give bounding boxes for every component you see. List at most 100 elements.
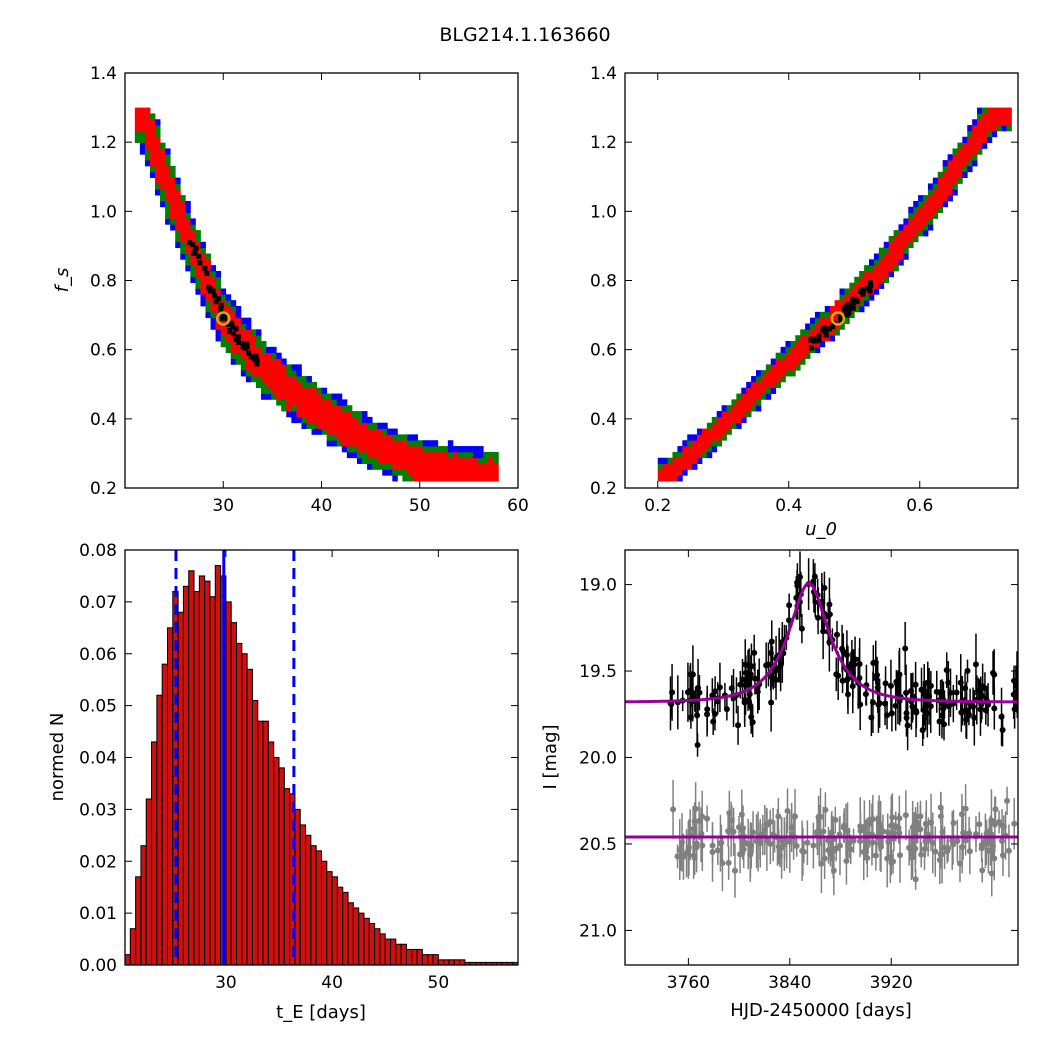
- tE-fs-cell: [463, 475, 469, 482]
- u0-fs-cell: [913, 230, 919, 237]
- tE-fs-cell: [240, 329, 247, 336]
- u0-fs-cell: [883, 259, 890, 266]
- tE-fs-cell: [160, 189, 166, 196]
- u0-fs-cell: [962, 171, 968, 179]
- tE-fs-best-cell: [204, 270, 210, 276]
- tE-fs-cell: [230, 306, 237, 313]
- tE-fs-cell: [225, 300, 232, 307]
- u0-fs-cell: [923, 218, 929, 225]
- tE-fs-cell: [149, 113, 156, 120]
- tE-fs-cell: [160, 183, 166, 190]
- tE-fs-cell: [382, 469, 388, 476]
- u0-fs-cell: [814, 311, 821, 319]
- u0-fs-cell: [795, 358, 801, 365]
- histogram-bar: [416, 948, 423, 966]
- u0-fs-cell: [888, 265, 894, 272]
- tE-fs-cell: [392, 434, 398, 441]
- tE-fs-cell: [149, 119, 156, 126]
- u0-fs-cell: [785, 370, 791, 377]
- tE-fs-ylabel: f_s: [52, 268, 73, 293]
- tE-fs-cell: [235, 346, 242, 354]
- tE-fs-cell: [306, 381, 312, 389]
- tE-fs-cell: [205, 311, 211, 319]
- light-curve-point: [804, 839, 811, 846]
- tE-fs-cell: [220, 288, 227, 295]
- tE-fs-cell: [276, 364, 282, 371]
- tE-fs-cell: [271, 358, 277, 365]
- u0-fs-cell: [873, 265, 880, 272]
- u0-fs-best-cell: [808, 337, 814, 343]
- tE-fs-cell: [432, 446, 439, 453]
- tE-fs-cell: [341, 440, 348, 447]
- light-curve-point: [999, 726, 1006, 733]
- tE-fs-cell: [185, 212, 191, 219]
- u0-fs-cell: [790, 364, 796, 371]
- tE-fs-cell: [134, 119, 141, 126]
- light-curve-point: [837, 842, 844, 849]
- light-curve-point: [963, 716, 970, 723]
- tE-fs-cell: [281, 376, 287, 383]
- u0-fs-cell: [800, 358, 806, 365]
- u0-fs-cell: [972, 136, 978, 143]
- tE-fs-cell: [215, 335, 222, 342]
- tE-fs-cell: [175, 195, 181, 202]
- u0-fs-cell: [947, 183, 953, 190]
- u0-fs-cell: [927, 218, 934, 225]
- u0-fs-cell: [780, 370, 786, 377]
- light-curve-point: [981, 685, 988, 692]
- u0-fs-cell: [775, 370, 781, 377]
- tE-fs-cell: [427, 446, 434, 453]
- light-curve-point: [869, 816, 876, 823]
- light-curve-point: [893, 678, 900, 685]
- tE-fs-cell: [165, 189, 171, 196]
- tE-fs-cell: [407, 475, 413, 482]
- tE-fs-cell: [170, 212, 176, 219]
- tE-fs-cell: [473, 475, 479, 482]
- tE-fs-cell: [463, 451, 469, 459]
- u0-fs-cell: [726, 422, 732, 429]
- tE-fs-cell: [266, 381, 272, 389]
- tE-fs-cell: [392, 428, 398, 435]
- u0-fs-cell: [942, 165, 948, 173]
- u0-fs-cell: [697, 434, 703, 441]
- tE-fs-cell: [256, 370, 262, 377]
- tE-fs-cell: [377, 451, 383, 459]
- tE-fs-cell: [149, 160, 156, 167]
- tE-fs-cell: [165, 183, 171, 190]
- u0-fs-cell: [672, 451, 678, 459]
- tE-fs-cell: [175, 177, 181, 184]
- u0-fs-cell: [1001, 119, 1007, 126]
- tE-fs-cell: [412, 451, 418, 459]
- tE-fs-cell: [180, 247, 186, 254]
- u0-fs-cell: [756, 399, 762, 406]
- tE-fs-cell: [185, 200, 191, 208]
- u0-fs-cell: [952, 165, 958, 173]
- u0-fs-cell: [873, 288, 880, 295]
- u0-fs-cell: [986, 107, 993, 114]
- tE-fs-cell: [144, 148, 151, 155]
- tE-fs-cell: [155, 189, 161, 196]
- tE-fs-cell: [261, 364, 267, 371]
- tE-fs-cell: [437, 475, 444, 482]
- light-curve-point: [929, 839, 936, 846]
- u0-fs-cell: [756, 381, 762, 389]
- tE-fs-cell: [195, 230, 201, 237]
- light-curve-point: [919, 727, 926, 734]
- light-curve-point: [830, 848, 837, 855]
- light-curve-point: [958, 811, 965, 818]
- u0-fs-cell: [834, 300, 840, 307]
- tE-fs-cell: [488, 463, 494, 470]
- tE-fs-cell: [372, 434, 378, 441]
- u0-fs-xtick-label: 0.4: [775, 496, 802, 516]
- u0-fs-cell: [790, 352, 796, 359]
- u0-fs-cell: [785, 364, 791, 371]
- histogram-bar: [379, 933, 386, 966]
- u0-fs-cell: [706, 434, 713, 441]
- tE-fs-cell: [402, 446, 408, 453]
- u0-fs-cell: [898, 230, 904, 237]
- light-curve-point: [714, 698, 721, 705]
- tE-fs-cell: [321, 411, 328, 418]
- u0-fs-cell: [770, 370, 777, 377]
- tE-fs-cell: [452, 457, 459, 464]
- tE-fs-cell: [250, 346, 257, 354]
